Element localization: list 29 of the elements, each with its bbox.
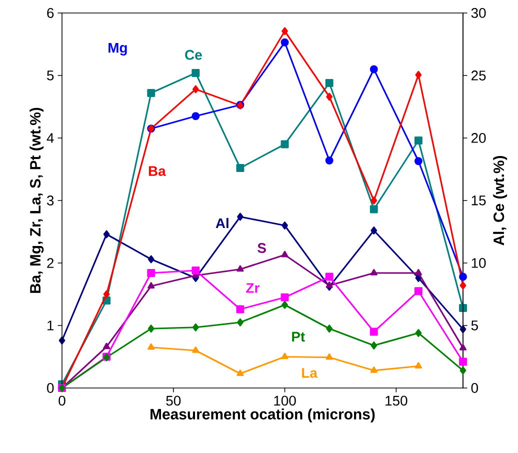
y-tick-label: 1	[48, 320, 54, 330]
y-tick-label: 4	[46, 133, 54, 143]
y-tick-label: 2	[47, 258, 54, 268]
series-label: S	[258, 243, 266, 253]
y-tick-label: 5	[47, 70, 54, 80]
series-label: La	[302, 368, 318, 378]
y2-tick-label: 20	[471, 133, 486, 143]
x-axis-title: Measurement ocation (microns)	[150, 408, 375, 422]
y-axis-title: Ba, Mg, Zr, La, S, Pt (wt.%)	[30, 108, 44, 293]
text: Mg	[108, 42, 127, 56]
x-tick-label: 150	[386, 396, 408, 406]
y2-tick-label: 25	[471, 70, 486, 80]
series-label: Ba	[148, 166, 166, 176]
y2-axis-title: Al, Ce (wt.%)	[493, 156, 508, 246]
y2-tick-label: 0	[471, 383, 478, 393]
x-tick-label: 50	[166, 396, 181, 406]
x-tick-label: 100	[274, 396, 296, 406]
series-label: Pt	[292, 332, 305, 342]
series-label: Zr	[246, 283, 260, 293]
x-tick-label: 0	[58, 396, 66, 406]
y2-tick-label: 30	[471, 8, 486, 18]
y-tick-label: 0	[47, 383, 54, 393]
y2-tick-label: 10	[472, 258, 486, 268]
y2-tick-label: 5	[471, 320, 478, 330]
series-label: Ce	[185, 50, 202, 60]
series-label: Al	[216, 218, 228, 228]
y2-tick-label: 15	[472, 196, 486, 206]
y-tick-label: 6	[47, 8, 54, 18]
y-tick-label: 3	[47, 196, 54, 206]
